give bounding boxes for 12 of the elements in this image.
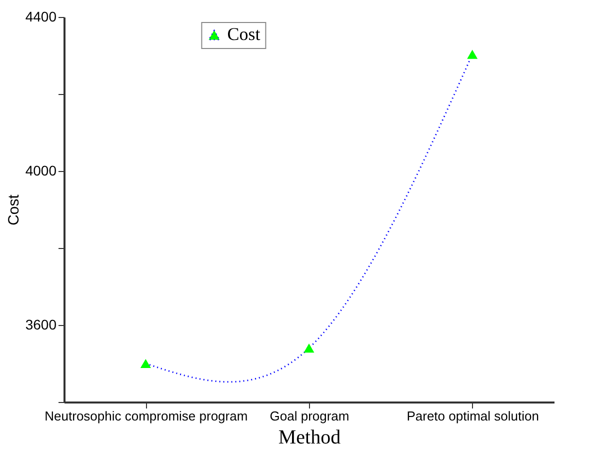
- point: [140, 358, 151, 368]
- point: [467, 50, 478, 59]
- legend-label: Cost: [227, 24, 260, 44]
- y-axis-title: Cost: [5, 194, 22, 226]
- y-tick-label: 3600: [25, 316, 57, 332]
- x-tick-label: Neutrosophic compromise program: [44, 408, 248, 424]
- y-tick-label: 4400: [25, 8, 57, 24]
- y-tick-label: 4000: [25, 162, 57, 178]
- x-tick-label: Pareto optimal solution: [406, 408, 539, 424]
- x-tick-label: Goal program: [270, 408, 350, 424]
- x-axis-title: Method: [278, 426, 341, 448]
- point: [304, 344, 314, 353]
